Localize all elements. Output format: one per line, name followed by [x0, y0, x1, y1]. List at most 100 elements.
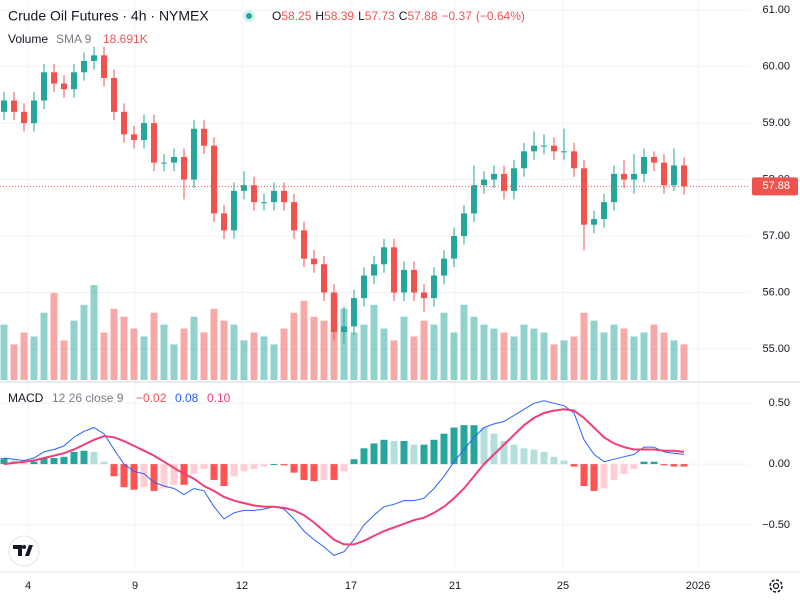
settings-gear[interactable]	[769, 579, 783, 593]
logo-dot[interactable]	[22, 545, 26, 549]
volume-bar	[170, 344, 178, 380]
candle-body	[101, 55, 107, 78]
volume-bar	[650, 324, 658, 380]
macd-histogram-bar	[90, 451, 98, 465]
ohlc-value: 58.25	[281, 9, 311, 23]
candle-body	[201, 128, 207, 146]
volume-bar	[270, 344, 278, 380]
volume-bar	[420, 320, 428, 380]
volume-bar	[50, 292, 58, 380]
candle-body	[131, 134, 137, 141]
macd-histogram-bar	[290, 464, 298, 473]
macd-histogram-bar	[530, 449, 538, 465]
macd-histogram-bar	[300, 464, 308, 480]
y-tick-label: 56.00	[762, 286, 790, 298]
candle-body	[331, 292, 337, 333]
candle-body	[381, 247, 387, 265]
volume-bar	[620, 328, 628, 380]
candle-body	[91, 55, 97, 61]
last-price-tag	[752, 177, 798, 196]
macd-histogram-bar	[490, 433, 498, 465]
macd-histogram-bar	[350, 459, 358, 465]
macd-histogram-bar	[550, 456, 558, 465]
tv-logo[interactable]	[8, 535, 40, 567]
gear-inner[interactable]	[772, 582, 780, 590]
volume-bar	[360, 324, 368, 380]
volume-bar	[520, 324, 528, 380]
candle-body	[681, 165, 687, 187]
volume-bar	[90, 285, 98, 380]
macd-histogram-bar	[680, 464, 688, 467]
logo-mark[interactable]	[13, 545, 33, 556]
candle-body	[571, 151, 577, 169]
macd-histogram-bar	[20, 462, 28, 465]
volume-bar	[640, 332, 648, 380]
candle-body	[121, 111, 127, 135]
macd-histogram-bar	[330, 464, 338, 480]
macd-histogram-bar	[150, 464, 158, 491]
candle-body	[111, 77, 117, 112]
candle-body	[151, 123, 157, 163]
volume-bar	[550, 344, 558, 380]
macd-histogram-bar	[130, 464, 138, 490]
candle-body	[431, 275, 437, 299]
candle-body	[581, 168, 587, 225]
volume-bar	[20, 332, 28, 380]
macd-histogram-bar	[380, 439, 388, 465]
volume-bar	[470, 316, 478, 380]
volume-bar	[510, 336, 518, 380]
status-dot	[246, 13, 252, 19]
volume-bar	[660, 332, 668, 380]
candle-body	[411, 269, 417, 293]
macd-histogram-bar	[510, 444, 518, 465]
volume-bar	[320, 320, 328, 380]
last-price-label: 57.88	[762, 180, 790, 192]
macd-histogram-bar	[110, 464, 118, 477]
macd-histogram-bar	[270, 464, 278, 466]
volume-bar	[0, 324, 8, 380]
macd-histogram-bar	[440, 433, 448, 465]
macd-histogram-bar	[160, 464, 168, 489]
macd-histogram-bar	[570, 464, 578, 467]
macd-histogram-bar	[460, 425, 468, 465]
volume-bar	[350, 332, 358, 380]
volume-bar	[410, 336, 418, 380]
volume-bar	[210, 308, 218, 380]
volume-bar	[370, 304, 378, 380]
macd-params: 12 26 close 9	[52, 391, 124, 405]
macd-histogram-bar	[320, 464, 328, 480]
volume-bar	[600, 332, 608, 380]
candle-body	[171, 156, 177, 163]
candle-body	[41, 72, 47, 101]
macd-histogram-bar	[540, 451, 548, 465]
volume-bar	[190, 316, 198, 380]
x-tick-label: 9	[132, 580, 138, 592]
candle-body	[61, 83, 67, 90]
ohlc-value: 57.88	[407, 9, 437, 23]
logo-bg[interactable]	[8, 535, 40, 567]
macd-histogram-bar	[60, 456, 68, 465]
candle-body	[261, 202, 267, 204]
candle-body	[671, 165, 677, 186]
candle-body	[661, 162, 667, 186]
macd-histogram-bar	[470, 425, 478, 465]
candle-body	[211, 145, 217, 214]
volume-sma: 18.691K	[103, 32, 148, 46]
x-tick-label: 21	[449, 580, 461, 592]
chart-title: Crude Oil Futures · 4h · NYMEX	[8, 8, 209, 24]
x-tick-label: 4	[25, 580, 31, 592]
macd-histogram-bar	[360, 448, 368, 465]
candle-body	[651, 156, 657, 163]
x-tick-label: 12	[236, 580, 248, 592]
volume-bar	[630, 336, 638, 380]
candle-body	[271, 190, 277, 203]
gear-outer[interactable]	[769, 579, 783, 593]
candle-body	[451, 236, 457, 259]
volume-bar	[30, 336, 38, 380]
ohlc-prefix: O	[272, 9, 281, 23]
candle-body	[641, 156, 647, 174]
candle-body	[531, 145, 537, 152]
y-tick-label: 57.00	[762, 230, 790, 242]
candle-body	[371, 264, 377, 276]
volume-bar	[80, 304, 88, 380]
